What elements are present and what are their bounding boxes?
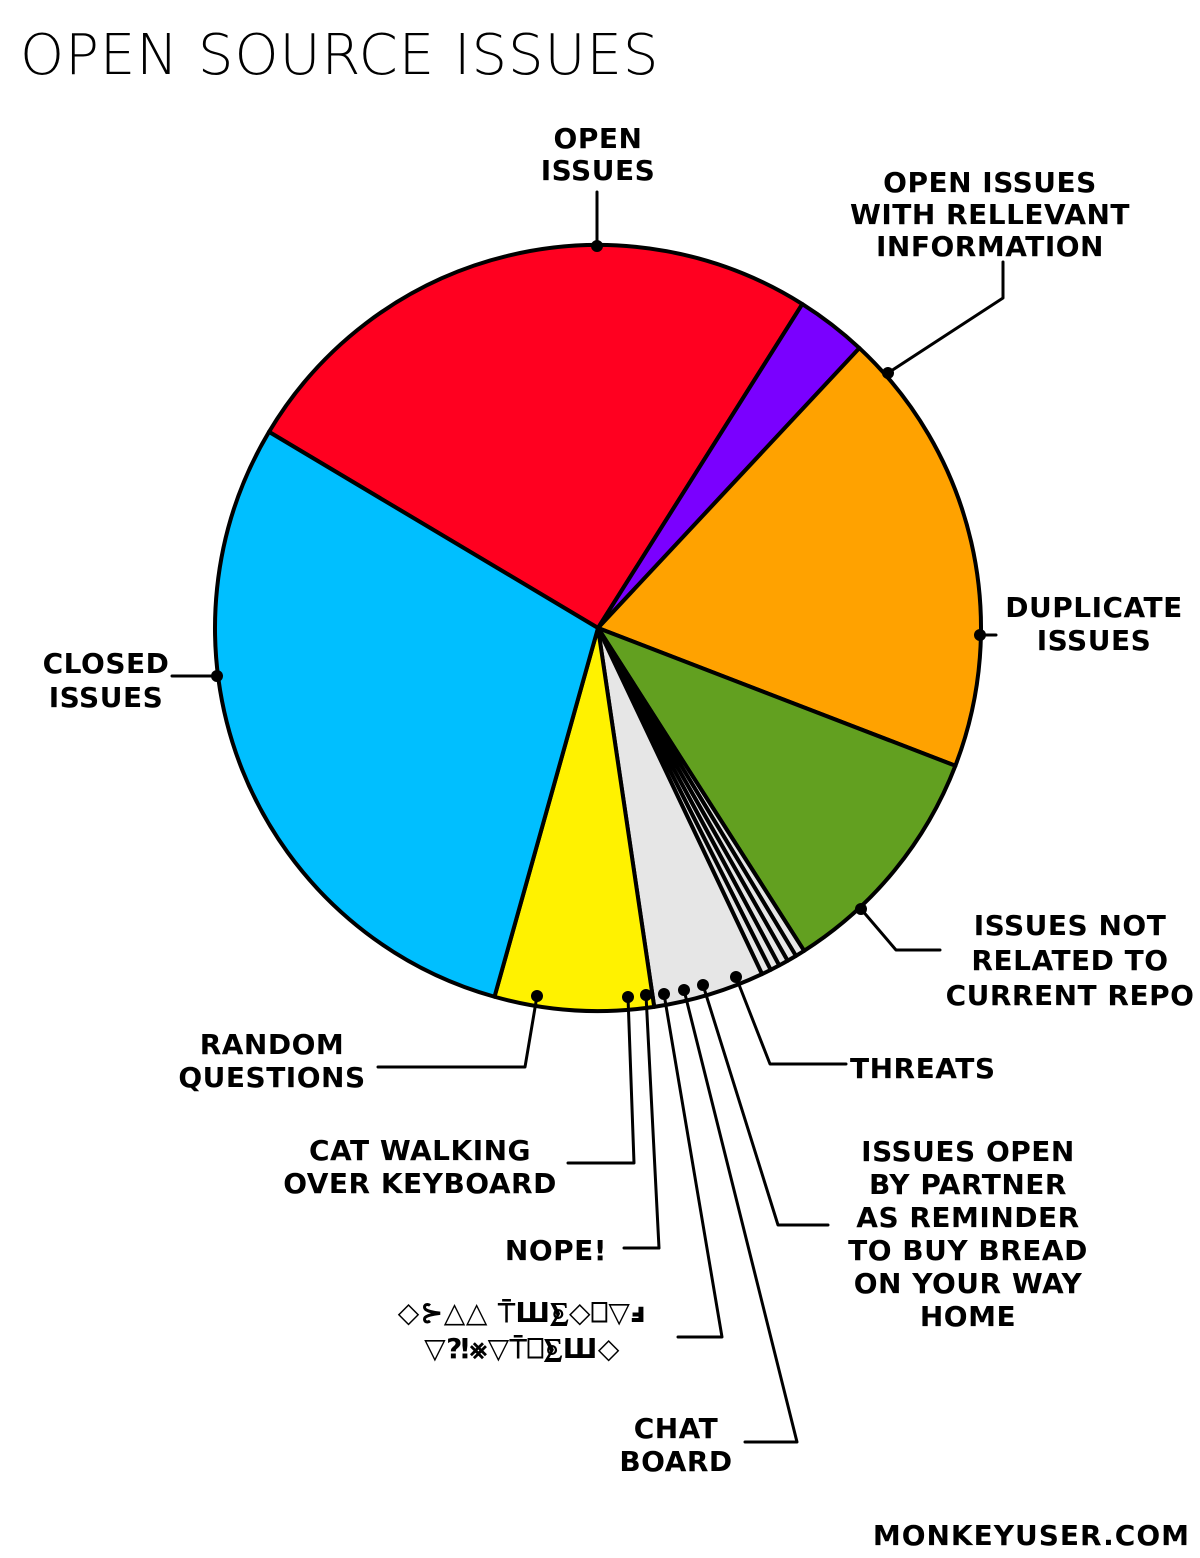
slice-label-line: WITH RELLEVANT xyxy=(850,198,1130,231)
slice-label-cat: CAT WALKING OVER KEYBOARD xyxy=(283,1134,557,1200)
leader-line-bread xyxy=(701,983,830,1227)
slice-label-line: NOPE! xyxy=(505,1234,607,1267)
leader-line-glyphs xyxy=(662,992,724,1339)
credit-text: MONKEYUSER.COM xyxy=(873,1519,1190,1552)
leader-dot-bread xyxy=(697,979,709,991)
slice-label-line: BOARD xyxy=(619,1445,732,1478)
leader-lines xyxy=(170,190,1005,1444)
leader-line-threats xyxy=(734,975,848,1066)
leader-line-random xyxy=(376,994,539,1069)
leader-dot-random xyxy=(531,990,543,1002)
leader-dot-chat-board xyxy=(678,984,690,996)
slice-label-line: CHAT xyxy=(634,1412,719,1445)
slice-label-line: ◇⊱△△ ⍑Ш⨊◇⎕▽ⅎ xyxy=(398,1296,646,1329)
slice-label-line: OPEN xyxy=(554,122,643,155)
pie-slice-duplicate-issues xyxy=(596,346,983,768)
slice-label-line: CLOSED xyxy=(43,647,170,680)
slice-label-threats: THREATS xyxy=(850,1052,995,1085)
slice-label-line: ISSUES xyxy=(49,681,164,714)
slice-labels: OPEN ISSUES OPEN ISSUES WITH RELLEVANT INFOR… xyxy=(43,122,1195,1478)
slice-label-line: TO BUY BREAD xyxy=(848,1234,1088,1267)
slice-label-line: RELATED TO xyxy=(971,944,1168,977)
slice-label-line: CAT WALKING xyxy=(309,1134,531,1167)
slice-label-line: QUESTIONS xyxy=(178,1061,365,1094)
slice-label-line: CURRENT REPO xyxy=(946,979,1195,1012)
slice-label-open-issues: OPEN ISSUES xyxy=(541,122,656,187)
leader-line-cat xyxy=(566,995,636,1165)
leader-dot-closed xyxy=(211,670,223,682)
slice-label-line: OVER KEYBOARD xyxy=(283,1167,557,1200)
leader-dot-duplicate xyxy=(974,629,986,641)
pie-slice-closed-issues xyxy=(213,429,600,999)
slice-label-line: ON YOUR WAY xyxy=(854,1267,1083,1300)
slice-label-line: RANDOM xyxy=(200,1028,345,1061)
slice-label-closed: CLOSED ISSUES xyxy=(43,647,170,714)
leader-dot-open-issues xyxy=(591,240,603,252)
slice-label-line: ISSUES NOT xyxy=(974,909,1167,942)
slice-label-random: RANDOM QUESTIONS xyxy=(178,1028,365,1094)
leader-dot-threats xyxy=(730,971,742,983)
chart-title: OPEN SOURCE ISSUES xyxy=(20,23,659,88)
slice-label-line: ▽⁈⨳▽⍑⎕⨊Ш◇ xyxy=(424,1332,620,1365)
slice-label-open-relevant: OPEN ISSUES WITH RELLEVANT INFORMATION xyxy=(850,166,1130,263)
slice-label-line: ISSUES xyxy=(1037,624,1152,657)
leader-line-open-relevant xyxy=(886,260,1005,375)
slice-label-line: AS REMINDER xyxy=(856,1201,1079,1234)
slice-label-line: INFORMATION xyxy=(876,230,1104,263)
slice-label-not-related: ISSUES NOT RELATED TO CURRENT REPO xyxy=(946,909,1195,1012)
slice-label-line: THREATS xyxy=(850,1052,995,1085)
slice-label-chat-board: CHAT BOARD xyxy=(619,1412,732,1478)
leader-dot-glyphs xyxy=(658,988,670,1000)
pie-slice-random-questions xyxy=(492,626,657,1013)
slice-label-bread: ISSUES OPEN BY PARTNER AS REMINDER TO BUY B… xyxy=(848,1135,1088,1333)
slice-label-nope: NOPE! xyxy=(505,1234,607,1267)
leader-line-chat-board xyxy=(682,988,799,1444)
slice-label-line: ISSUES OPEN xyxy=(861,1135,1075,1168)
slice-label-line: ISSUES xyxy=(541,154,656,187)
leader-dot-cat xyxy=(622,991,634,1003)
slice-label-line: DUPLICATE xyxy=(1005,591,1183,624)
leader-dot-open-relevant xyxy=(882,367,894,379)
slice-label-line: OPEN ISSUES xyxy=(883,166,1097,199)
leader-dot-not-related xyxy=(855,903,867,915)
slice-label-line: BY PARTNER xyxy=(869,1168,1067,1201)
pie-slice-issues-not-related-to-current-repo xyxy=(596,626,958,953)
slice-label-glyphs: ◇⊱△△ ⍑Ш⨊◇⎕▽ⅎ ▽⁈⨳▽⍑⎕⨊Ш◇ xyxy=(398,1296,646,1365)
slice-label-duplicate: DUPLICATE ISSUES xyxy=(1005,591,1183,657)
leader-line-not-related xyxy=(859,907,942,952)
leader-line-nope xyxy=(622,993,661,1250)
pie-slice-open-issues xyxy=(267,243,805,630)
slice-label-line: HOME xyxy=(920,1300,1016,1333)
leader-dot-nope xyxy=(640,989,652,1001)
pie-wedges xyxy=(213,243,983,1013)
